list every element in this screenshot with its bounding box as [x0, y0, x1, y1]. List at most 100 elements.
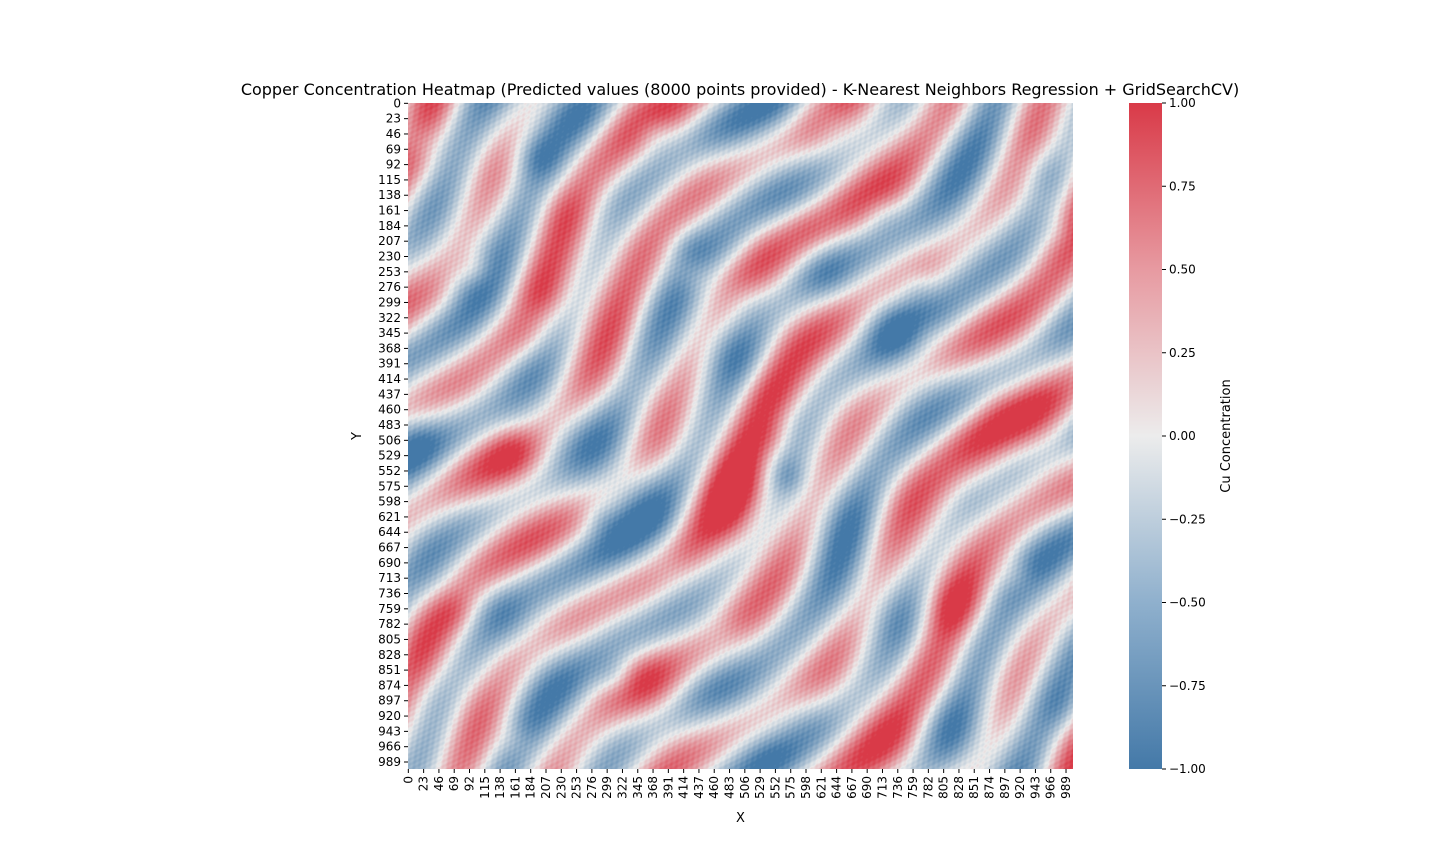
x-tick-label: 989	[1059, 776, 1073, 799]
y-tick-label: 667	[378, 541, 401, 555]
y-tick-label: 920	[378, 709, 401, 723]
y-tick-label: 322	[378, 311, 401, 325]
x-tick-label: 161	[508, 776, 522, 799]
x-tick-label: 690	[860, 776, 874, 799]
x-tick-label: 92	[463, 776, 477, 791]
x-tick-label: 897	[998, 776, 1012, 799]
y-tick-label: 874	[378, 678, 401, 692]
x-tick-label: 23	[417, 776, 431, 791]
y-axis-ticks: 0234669921151381611842072302532762993223…	[378, 96, 408, 769]
colorbar-tick-label: −0.50	[1169, 596, 1206, 610]
x-tick-label: 276	[585, 776, 599, 799]
colorbar-tick-label: 0.25	[1169, 346, 1196, 360]
y-tick-label: 276	[378, 280, 401, 294]
x-tick-label: 782	[921, 776, 935, 799]
y-tick-label: 529	[378, 449, 401, 463]
colorbar-tick-label: −0.25	[1169, 512, 1206, 526]
x-tick-label: 322	[615, 776, 629, 799]
x-tick-label: 138	[493, 776, 507, 799]
x-tick-label: 874	[983, 776, 997, 799]
y-tick-label: 805	[378, 632, 401, 646]
y-tick-label: 989	[378, 755, 401, 769]
x-tick-label: 598	[799, 776, 813, 799]
x-tick-label: 0	[401, 776, 415, 784]
x-tick-label: 414	[677, 776, 691, 799]
x-tick-label: 299	[600, 776, 614, 799]
y-tick-label: 690	[378, 556, 401, 570]
x-tick-label: 506	[738, 776, 752, 799]
y-tick-label: 437	[378, 387, 401, 401]
y-tick-label: 0	[393, 96, 401, 110]
y-tick-label: 299	[378, 295, 401, 309]
y-tick-label: 897	[378, 694, 401, 708]
x-tick-label: 69	[447, 776, 461, 791]
x-axis-label: X	[736, 811, 745, 826]
colorbar-tick-label: 0.00	[1169, 429, 1196, 443]
colorbar	[1129, 103, 1162, 769]
x-tick-label: 966	[1044, 776, 1058, 799]
heatmap-cells	[408, 103, 1073, 769]
x-tick-label: 644	[830, 776, 844, 799]
x-tick-label: 46	[432, 776, 446, 791]
colorbar-ticks: 1.00 0.75 0.50 0.25 0.00 −0.25 −0.50 −0.75 −1.00	[1162, 96, 1206, 776]
colorbar-tick-label: −1.00	[1169, 762, 1206, 776]
y-tick-label: 23	[386, 112, 401, 126]
x-tick-label: 115	[478, 776, 492, 799]
y-tick-label: 253	[378, 265, 401, 279]
y-tick-label: 713	[378, 571, 401, 585]
y-tick-label: 644	[378, 525, 401, 539]
x-tick-label: 207	[539, 776, 553, 799]
y-tick-label: 736	[378, 587, 401, 601]
y-tick-label: 552	[378, 464, 401, 478]
chart-title: Copper Concentration Heatmap (Predicted …	[241, 80, 1239, 99]
x-tick-label: 805	[937, 776, 951, 799]
y-tick-label: 138	[378, 188, 401, 202]
x-tick-label: 368	[646, 776, 660, 799]
x-tick-label: 621	[814, 776, 828, 799]
colorbar-label: Cu Concentration	[1219, 379, 1234, 492]
y-tick-label: 851	[378, 663, 401, 677]
x-tick-label: 828	[952, 776, 966, 799]
y-tick-label: 782	[378, 617, 401, 631]
colorbar-tick-label: 0.75	[1169, 179, 1196, 193]
y-tick-label: 506	[378, 433, 401, 447]
colorbar-tick-label: −0.75	[1169, 679, 1206, 693]
x-tick-label: 552	[768, 776, 782, 799]
y-tick-label: 414	[378, 372, 401, 386]
x-axis-ticks: 0 23 46 69 92 115 138 161 184 207 230 253 276 299 322 3…	[401, 769, 1073, 799]
x-tick-label: 253	[570, 776, 584, 799]
colorbar-tick-label: 1.00	[1169, 96, 1196, 110]
y-tick-label: 460	[378, 403, 401, 417]
x-tick-label: 184	[524, 776, 538, 799]
x-tick-label: 667	[845, 776, 859, 799]
x-tick-label: 851	[967, 776, 981, 799]
x-tick-label: 483	[723, 776, 737, 799]
y-tick-label: 161	[378, 204, 401, 218]
y-tick-label: 966	[378, 740, 401, 754]
y-tick-label: 828	[378, 648, 401, 662]
x-tick-label: 391	[661, 776, 675, 799]
y-tick-label: 92	[386, 158, 401, 172]
x-tick-label: 575	[784, 776, 798, 799]
y-tick-label: 598	[378, 495, 401, 509]
y-tick-label: 575	[378, 479, 401, 493]
y-tick-label: 115	[378, 173, 401, 187]
x-tick-label: 345	[631, 776, 645, 799]
y-tick-label: 759	[378, 602, 401, 616]
x-tick-label: 713	[875, 776, 889, 799]
y-tick-label: 391	[378, 357, 401, 371]
y-tick-label: 184	[378, 219, 401, 233]
colorbar-tick-label: 0.50	[1169, 263, 1196, 277]
y-tick-label: 69	[386, 142, 401, 156]
x-tick-label: 230	[554, 776, 568, 799]
heatmap-plot-area	[408, 103, 1073, 769]
x-tick-label: 529	[753, 776, 767, 799]
y-tick-label: 345	[378, 326, 401, 340]
y-tick-label: 230	[378, 250, 401, 264]
y-axis-label: Y	[350, 432, 365, 441]
y-tick-label: 368	[378, 341, 401, 355]
y-tick-label: 483	[378, 418, 401, 432]
x-tick-label: 736	[891, 776, 905, 799]
y-tick-label: 943	[378, 724, 401, 738]
